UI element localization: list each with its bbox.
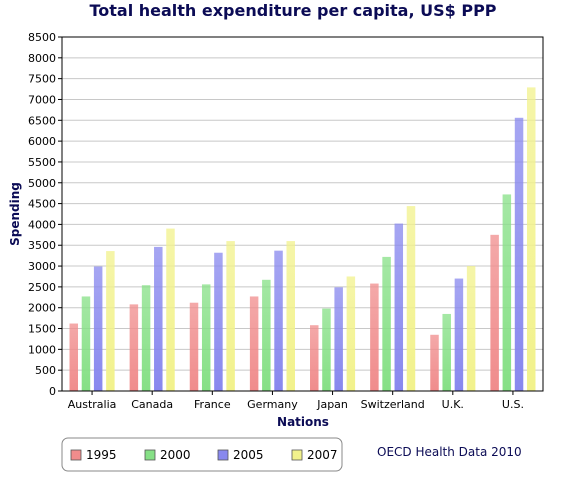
bar-2005-0 bbox=[93, 266, 103, 391]
bar-2007-7 bbox=[526, 87, 536, 391]
y-tick-label: 1500 bbox=[28, 323, 56, 336]
x-axis-ticks: Australia Canada France Germany Japan Switzer… bbox=[68, 391, 524, 411]
legend-swatch-1995 bbox=[70, 449, 82, 461]
y-tick-label: 7000 bbox=[28, 93, 56, 106]
bar-2007-6 bbox=[466, 266, 476, 391]
x-axis-title: Nations bbox=[277, 415, 329, 429]
bar-2000-1 bbox=[141, 285, 151, 391]
bar-2005-5 bbox=[394, 223, 404, 391]
legend-box bbox=[61, 437, 343, 472]
legend-swatch-2005 bbox=[217, 449, 229, 461]
y-tick-label: 6500 bbox=[28, 114, 56, 127]
bar-2007-2 bbox=[226, 241, 235, 391]
source-note: OECD Health Data 2010 bbox=[377, 445, 522, 459]
y-tick-label: 3000 bbox=[28, 260, 56, 273]
y-tick-label: 2500 bbox=[28, 281, 56, 294]
bar-1995-2 bbox=[189, 302, 199, 391]
x-tick-label: Switzerland bbox=[361, 398, 425, 411]
y-tick-label: 0 bbox=[49, 385, 56, 398]
x-tick-label: U.S. bbox=[502, 398, 524, 411]
bar-1995-1 bbox=[129, 304, 139, 391]
y-tick-label: 500 bbox=[35, 364, 56, 377]
y-axis-title: Spending bbox=[8, 182, 22, 246]
y-tick-label: 1000 bbox=[28, 343, 56, 356]
bar-2005-4 bbox=[334, 287, 343, 391]
y-tick-label: 6000 bbox=[28, 135, 56, 148]
bar-1995-6 bbox=[430, 334, 439, 391]
x-tick-label: Australia bbox=[68, 398, 117, 411]
bar-1995-5 bbox=[370, 283, 379, 391]
x-tick-label: U.K. bbox=[442, 398, 464, 411]
bar-2000-7 bbox=[502, 194, 512, 391]
y-axis-ticks: 0 500 1000 1500 2000 2500 3000 3500 4000 4500 5000… bbox=[28, 31, 62, 398]
legend-label-1995: 1995 bbox=[86, 448, 117, 462]
y-tick-label: 8000 bbox=[28, 52, 56, 65]
legend-swatch-2007 bbox=[291, 449, 303, 461]
y-tick-label: 4000 bbox=[28, 218, 56, 231]
y-tick-label: 5000 bbox=[28, 177, 56, 190]
bar-2000-2 bbox=[201, 284, 211, 391]
y-tick-label: 5500 bbox=[28, 156, 56, 169]
y-tick-label: 3500 bbox=[28, 239, 56, 252]
bar-2005-6 bbox=[454, 278, 464, 391]
y-tick-label: 2000 bbox=[28, 302, 56, 315]
bar-2007-0 bbox=[106, 251, 115, 391]
x-tick-label: Canada bbox=[131, 398, 173, 411]
bar-2007-4 bbox=[346, 276, 356, 391]
x-tick-label: Japan bbox=[316, 398, 348, 411]
bar-2000-0 bbox=[81, 296, 91, 391]
x-tick-label: Germany bbox=[247, 398, 298, 411]
legend-label-2005: 2005 bbox=[233, 448, 264, 462]
y-tick-label: 7500 bbox=[28, 73, 56, 86]
bar-1995-7 bbox=[490, 234, 499, 391]
x-tick-label: France bbox=[194, 398, 231, 411]
bar-1995-3 bbox=[249, 296, 259, 391]
y-tick-label: 8500 bbox=[28, 31, 56, 44]
bar-2007-5 bbox=[406, 206, 416, 391]
bar-2007-1 bbox=[166, 228, 175, 391]
legend: 1995 2000 2005 2007 bbox=[70, 448, 338, 462]
bar-2005-7 bbox=[514, 117, 524, 392]
bars bbox=[69, 87, 536, 392]
y-tick-label: 4500 bbox=[28, 198, 56, 211]
legend-label-2007: 2007 bbox=[307, 448, 338, 462]
chart-title: Total health expenditure per capita, US$… bbox=[89, 1, 496, 20]
bar-2000-4 bbox=[322, 308, 331, 391]
bar-2000-3 bbox=[262, 279, 271, 391]
bar-2007-3 bbox=[286, 241, 295, 391]
plot-frame bbox=[61, 36, 544, 392]
bar-2000-6 bbox=[442, 313, 451, 391]
legend-label-2000: 2000 bbox=[160, 448, 191, 462]
bar-2005-2 bbox=[214, 252, 223, 391]
legend-swatch-2000 bbox=[144, 449, 156, 461]
bar-1995-4 bbox=[310, 325, 319, 391]
bar-2005-3 bbox=[274, 250, 283, 391]
bar-1995-0 bbox=[69, 323, 79, 391]
bar-2000-5 bbox=[382, 256, 391, 391]
bar-2005-1 bbox=[154, 246, 163, 391]
